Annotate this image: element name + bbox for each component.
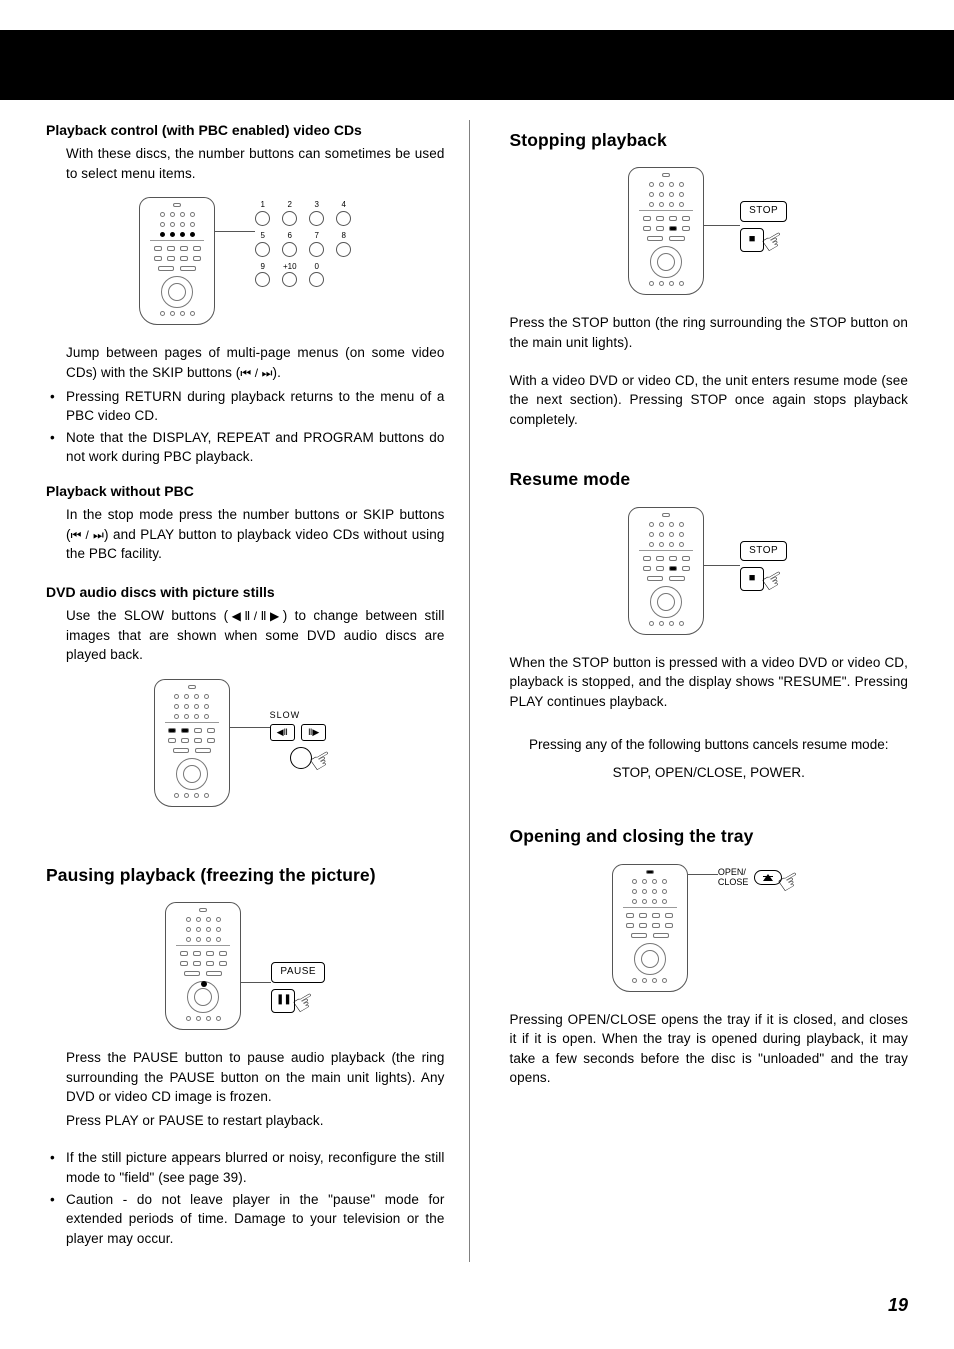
hand-icon: ☞ [304,743,337,777]
pbc-title: Playback control (with PBC enabled) vide… [46,120,445,140]
resume-text-1: When the STOP button is pressed with a v… [510,653,909,712]
slow-rev-icon: ◀Ⅱ [270,724,295,741]
remote-icon [628,167,704,295]
slow-label: SLOW [270,709,301,722]
two-column-layout: Playback control (with PBC enabled) vide… [0,120,954,1262]
pause-bullet-2: Caution - do not leave player in the "pa… [46,1190,445,1249]
pause-bullets: If the still picture appears blurred or … [46,1148,445,1248]
stop-text-1: Press the STOP button (the ring surround… [510,313,909,352]
hand-icon: ☞ [773,864,806,898]
stop-heading: Stopping playback [510,128,909,153]
dvd-audio-text: Use the SLOW buttons (◀Ⅱ/Ⅱ▶) to change b… [66,606,445,665]
left-column: Playback control (with PBC enabled) vide… [46,120,470,1262]
stop-text-2: With a video DVD or video CD, the unit e… [510,371,909,430]
nopbc-text: In the stop mode press the number button… [66,505,445,564]
open-text-1: Pressing OPEN/CLOSE opens the tray if it… [510,1010,909,1088]
nopbc-title: Playback without PBC [46,481,445,501]
resume-text-2: Pressing any of the following buttons ca… [510,735,909,755]
hand-icon: ☞ [757,563,790,597]
remote-icon [139,197,215,325]
slow-fwd-icon: Ⅱ▶ [301,724,326,741]
remote-icon [154,679,230,807]
slow-diagram: SLOW ◀Ⅱ Ⅱ▶ ☞ [46,679,445,807]
remote-icon [165,902,241,1030]
resume-text-3: STOP, OPEN/CLOSE, POWER. [510,763,909,783]
hand-icon: ☞ [288,985,321,1019]
resume-heading: Resume mode [510,467,909,492]
open-heading: Opening and closing the tray [510,824,909,849]
pause-text-2: Press PLAY or PAUSE to restart playback. [66,1111,445,1131]
pbc-intro: With these discs, the number buttons can… [66,144,445,183]
dvd-audio-title: DVD audio discs with picture stills [46,582,445,602]
remote-icon [628,507,704,635]
stop-label: STOP [740,201,787,222]
stop-label: STOP [740,541,787,562]
resume-diagram: STOP ■ ☞ [510,507,909,635]
hand-icon: ☞ [757,224,790,258]
pause-heading: Pausing playback (freezing the picture) [46,863,445,888]
pbc-bullets: Pressing RETURN during playback returns … [46,387,445,467]
pbc-bullet-2: Note that the DISPLAY, REPEAT and PROGRA… [46,428,445,467]
pause-diagram: PAUSE ❚❚ ☞ [46,902,445,1030]
slow-icons: ◀Ⅱ/Ⅱ▶ [228,609,283,623]
numpad-diagram: 1 2 3 4 5 6 7 8 9 +10 0 [46,197,445,325]
stop-diagram: STOP ■ ☞ [510,167,909,295]
header-blackbar [0,30,954,100]
pause-bullet-1: If the still picture appears blurred or … [46,1148,445,1187]
open-diagram: OPEN/ CLOSE ☞ [510,864,909,992]
pbc-bullet-1: Pressing RETURN during playback returns … [46,387,445,426]
pause-text-1: Press the PAUSE button to pause audio pl… [66,1048,445,1107]
remote-icon [612,864,688,992]
right-column: Stopping playback [510,120,909,1262]
skip-icons: ⏮ / ⏭ [240,366,272,380]
pause-label: PAUSE [271,962,325,983]
open-close-label: OPEN/ CLOSE [718,868,749,888]
skip-icons: ⏮ / ⏭ [71,528,104,542]
number-pad-icon: 1 2 3 4 5 6 7 8 9 +10 0 [255,199,351,287]
pbc-skip-text: Jump between pages of multi-page menus (… [66,343,445,382]
page-number: 19 [0,1262,954,1348]
